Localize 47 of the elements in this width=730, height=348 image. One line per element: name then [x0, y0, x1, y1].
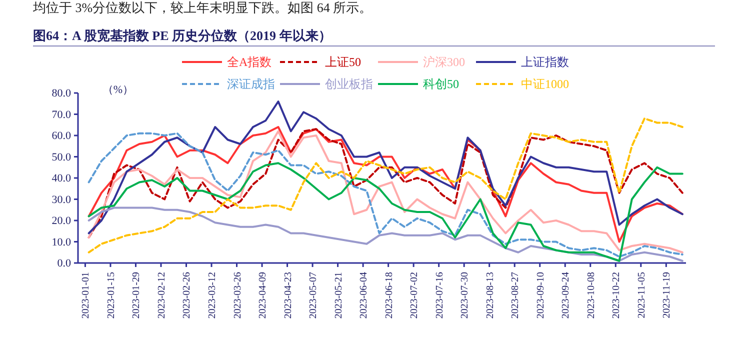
x-tick-label: 2023-07-16	[434, 272, 446, 319]
x-tick-label: 2023-04-23	[282, 272, 294, 319]
legend-label: 上证50	[325, 55, 361, 69]
y-tick-label: 10.0	[52, 236, 72, 248]
line-series	[88, 162, 684, 262]
x-tick-label: 2023-05-07	[308, 272, 320, 319]
x-tick-label: 2023-07-02	[409, 272, 420, 319]
legend-label: 沪深300	[423, 55, 465, 69]
x-tick-label: 2023-08-13	[484, 272, 496, 319]
legend-label: 创业板指	[325, 77, 373, 91]
x-tick-label: 2023-06-18	[384, 272, 395, 319]
x-tick-label: 2023-02-12	[156, 272, 168, 319]
y-tick-label: 80.0	[52, 88, 72, 100]
y-tick-label: 50.0	[52, 151, 72, 164]
y-tick-label: 70.0	[52, 108, 72, 121]
x-tick-label: 2023-05-21	[333, 272, 344, 319]
y-tick-label: 0.0	[57, 258, 72, 270]
y-tick-label: 30.0	[52, 194, 72, 206]
x-tick-label: 2023-06-04	[358, 272, 370, 319]
legend-label: 科创50	[423, 77, 459, 91]
x-tick-label: 2023-11-19	[662, 272, 673, 318]
legend-label: 上证指数	[521, 55, 569, 69]
text: 均位于 3%分位数以下，较上年末明显下跌。如图 64 所示。	[32, 0, 372, 15]
x-tick-label: 2023-07-30	[460, 272, 471, 319]
x-tick-label: 2023-08-27	[510, 272, 522, 319]
legend-label: 中证1000	[521, 77, 569, 91]
x-tick-label: 2023-10-22	[611, 272, 622, 319]
x-tick-label: 2023-09-24	[560, 272, 572, 319]
x-tick-label: 2023-03-12	[207, 272, 218, 319]
x-tick-label: 2023-11-05	[636, 272, 648, 318]
y-tick-label: 20.0	[52, 215, 72, 228]
x-tick-label: 2023-02-26	[182, 272, 193, 319]
x-tick-label: 2023-04-09	[258, 272, 269, 319]
y-axis-title: （%）	[102, 84, 134, 96]
chart-title: 图64：A 股宽基指数 PE 历史分位数（2019 年以来）	[33, 28, 332, 43]
x-tick-label: 2023-01-29	[131, 272, 142, 319]
x-tick-label: 2023-03-26	[232, 272, 244, 319]
x-tick-label: 2023-10-08	[586, 272, 597, 319]
legend-label: 全A指数	[227, 55, 272, 69]
y-tick-label: 60.0	[52, 130, 72, 142]
y-tick-label: 40.0	[52, 172, 72, 185]
x-tick-label: 2023-09-10	[535, 272, 546, 319]
x-tick-label: 2023-01-01	[80, 272, 92, 319]
line-series	[88, 206, 684, 262]
line-series	[88, 100, 684, 234]
x-tick-label: 2023-01-15	[106, 272, 117, 319]
legend-label: 深证成指	[227, 77, 275, 91]
